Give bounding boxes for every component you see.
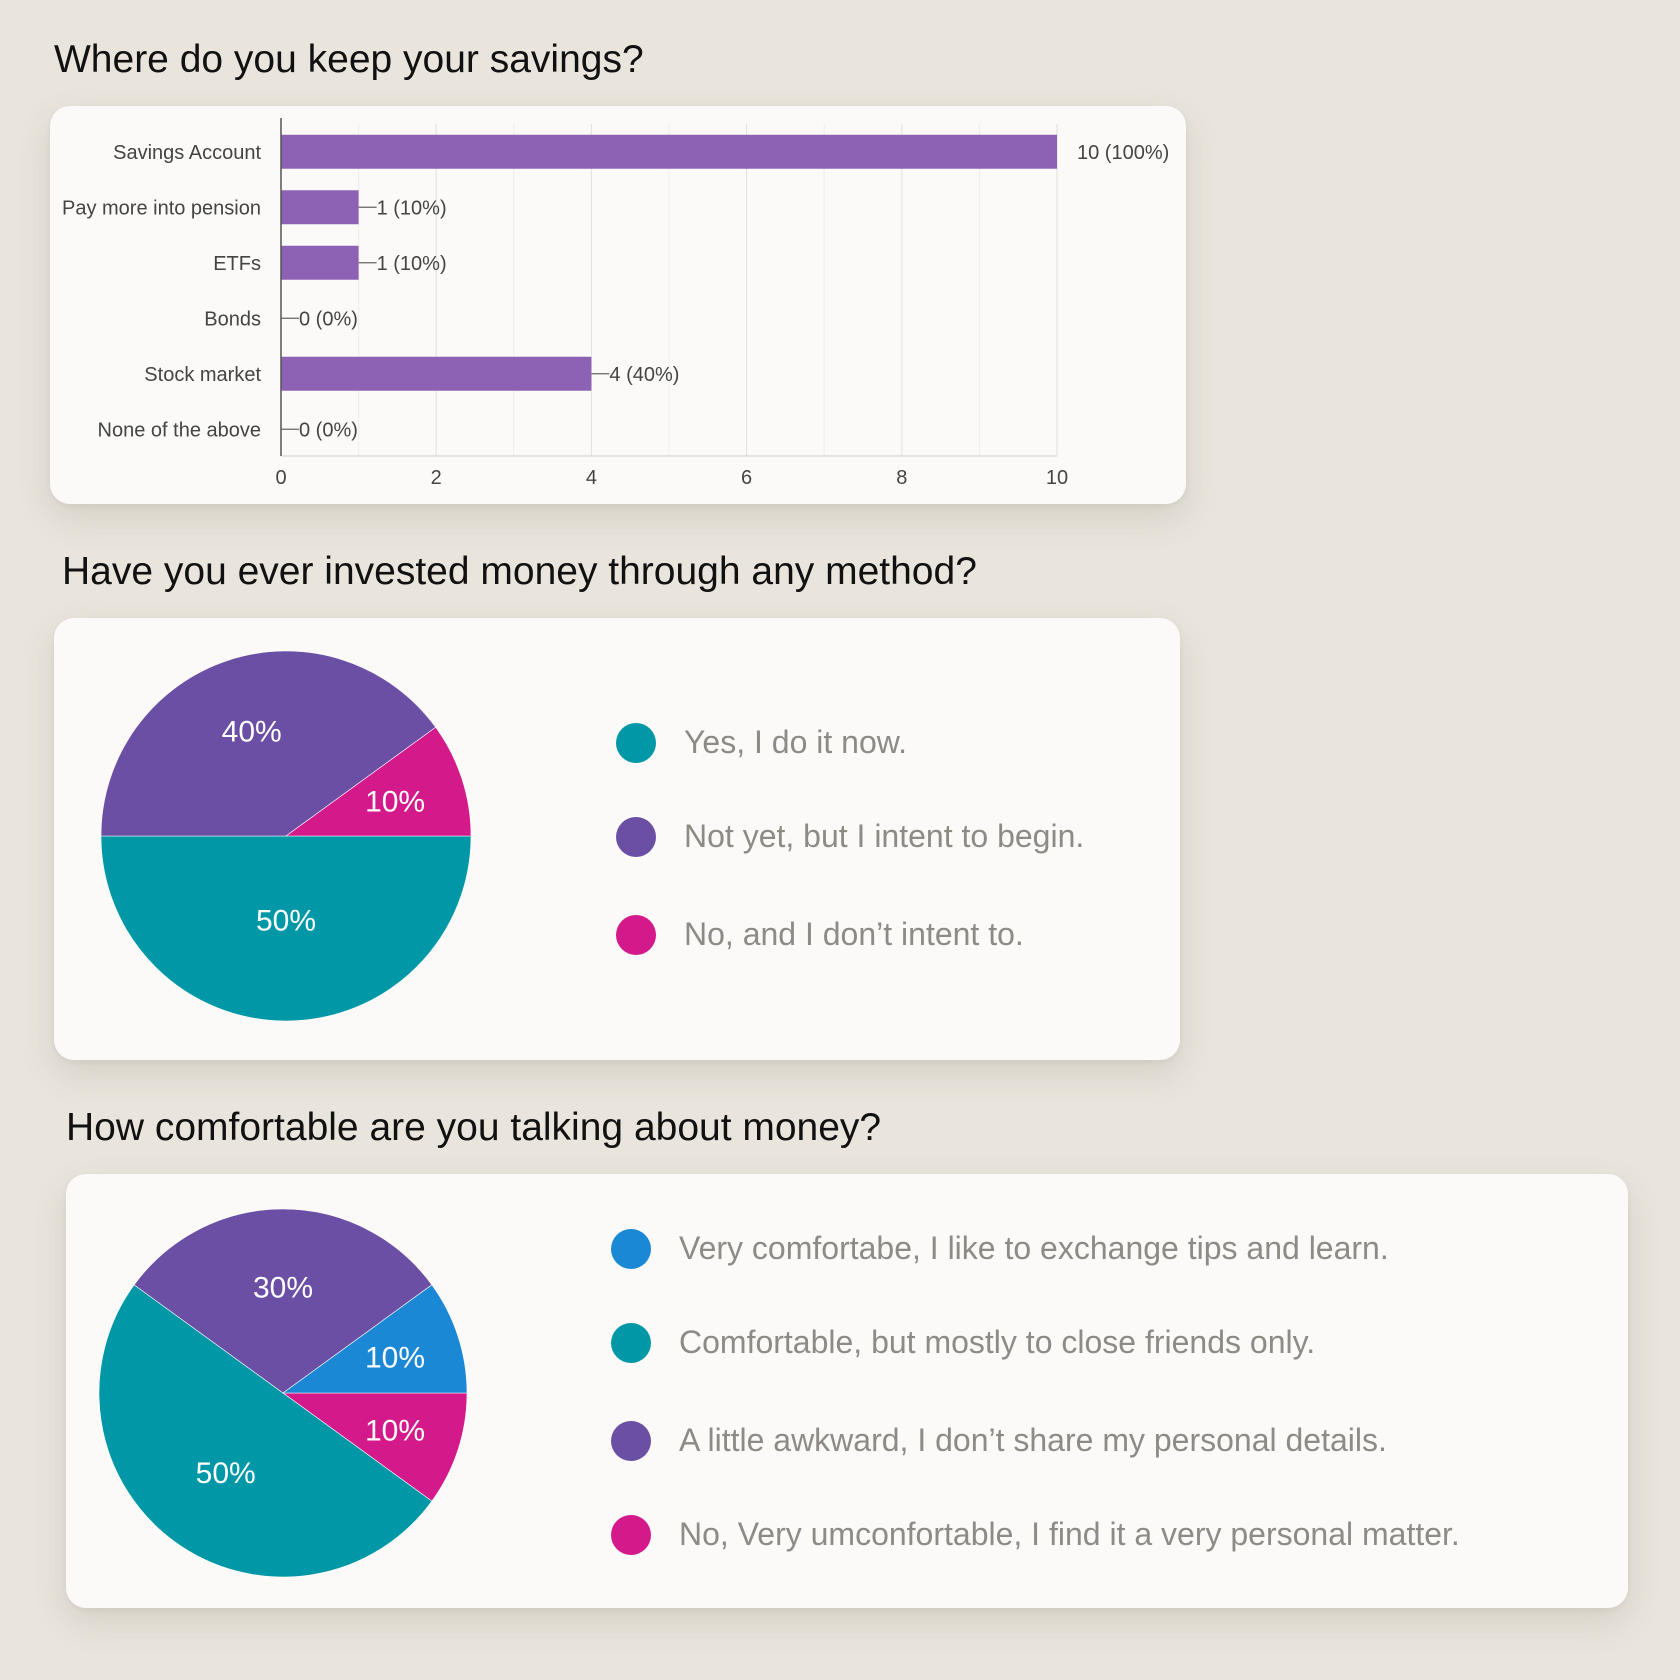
comfortable-pie-chart: 10% 50% 30% 10%	[98, 1208, 468, 1577]
question-title-savings: Where do you keep your savings?	[54, 38, 644, 81]
legend-swatch	[611, 1515, 651, 1555]
bar-savings-account	[281, 134, 1057, 169]
category-label-etfs: ETFs	[213, 253, 261, 275]
data-label-none-of-the-above: 0 (0%)	[299, 419, 358, 441]
pie-slice-label-3: 10%	[365, 1414, 425, 1447]
x-tick-label: 4	[586, 467, 597, 489]
x-tick-label: 0	[275, 467, 286, 489]
legend-label: Yes, I do it now.	[684, 724, 907, 760]
category-label-stock-market: Stock market	[144, 364, 261, 386]
data-label-stock-market: 4 (40%)	[609, 364, 679, 386]
question-title-invested: Have you ever invested money through any…	[62, 550, 977, 593]
legend-label: Very comfortabe, I like to exchange tips…	[679, 1230, 1389, 1266]
legend-swatch	[616, 723, 656, 763]
pie-slice-label-0: 10%	[365, 1342, 425, 1375]
pie-slice-label-2: 30%	[253, 1271, 313, 1304]
pie-slice-label-1: 40%	[222, 715, 282, 748]
pie-slice-1	[100, 650, 437, 837]
savings-bar-chart: Savings Account 10 (100%) Pay more into pe…	[62, 118, 1169, 489]
pie-slice-label-0: 50%	[256, 904, 316, 937]
x-tick-label: 6	[741, 467, 752, 489]
pie-slice-0	[100, 835, 472, 1022]
data-label-savings-account: 10 (100%)	[1077, 142, 1169, 164]
category-label-bonds: Bonds	[204, 308, 261, 330]
category-label-savings-account: Savings Account	[113, 142, 261, 164]
comfortable-pie-chart-card: 10% 50% 30% 10% Very comfortabe, I like to …	[66, 1174, 1628, 1608]
data-label-etfs: 1 (10%)	[377, 253, 447, 275]
pie-slice-1	[98, 1284, 433, 1577]
savings-bar-chart-card: Savings Account 10 (100%) Pay more into pe…	[50, 106, 1186, 504]
legend-swatch	[616, 915, 656, 955]
pie-slice-label-1: 50%	[196, 1457, 256, 1490]
bar-pay-more-into-pension	[281, 190, 359, 225]
bar-stock-market	[281, 356, 592, 391]
invested-pie-chart: 50% 40% 10%	[100, 650, 472, 1022]
data-label-bonds: 0 (0%)	[299, 308, 358, 330]
pie-slice-2	[285, 726, 472, 837]
pie-slice-3	[282, 1392, 468, 1502]
category-label-none-of-the-above: None of the above	[98, 419, 261, 441]
x-tick-label: 10	[1046, 467, 1068, 489]
legend-label: No, Very umconfortable, I find it a very…	[679, 1516, 1460, 1552]
legend-swatch	[611, 1229, 651, 1269]
data-label-pay-more-into-pension: 1 (10%)	[377, 197, 447, 219]
pie-slice-2	[133, 1208, 433, 1394]
legend-label: Comfortable, but mostly to close friends…	[679, 1324, 1316, 1360]
pie-slice-0	[282, 1284, 468, 1394]
legend-label: A little awkward, I don’t share my perso…	[679, 1422, 1387, 1458]
legend-label: Not yet, but I intent to begin.	[684, 818, 1085, 854]
legend-swatch	[611, 1323, 651, 1363]
x-tick-label: 2	[431, 467, 442, 489]
question-title-comfortable: How comfortable are you talking about mo…	[66, 1106, 882, 1149]
invested-pie-chart-card: 50% 40% 10% Yes, I do it now. Not yet, but …	[54, 618, 1180, 1060]
pie-slice-label-2: 10%	[365, 786, 425, 819]
legend-swatch	[616, 817, 656, 857]
legend-swatch	[611, 1421, 651, 1461]
bar-etfs	[281, 245, 359, 280]
x-tick-label: 8	[896, 467, 907, 489]
category-label-pay-more-into-pension: Pay more into pension	[62, 197, 261, 219]
legend-label: No, and I don’t intent to.	[684, 916, 1024, 952]
